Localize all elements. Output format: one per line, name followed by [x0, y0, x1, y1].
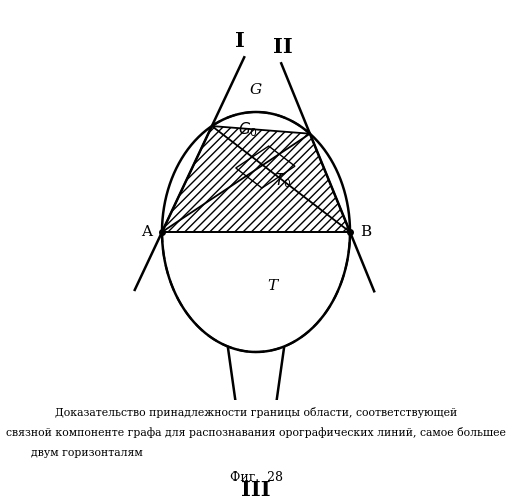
Text: G: G — [250, 83, 262, 97]
Text: A: A — [141, 225, 152, 239]
Text: T: T — [267, 279, 277, 293]
Text: B: B — [360, 225, 371, 239]
Polygon shape — [162, 126, 350, 232]
Text: связной компоненте графа для распознавания орографических линий, самое большее: связной компоненте графа для распознаван… — [6, 428, 506, 438]
Text: II: II — [273, 38, 293, 58]
Text: $G_0$: $G_0$ — [238, 120, 258, 139]
Text: Доказательство принадлежности границы области, соответствующей: Доказательство принадлежности границы об… — [55, 408, 457, 418]
Text: I: I — [236, 32, 245, 52]
Text: $T_0$: $T_0$ — [274, 172, 291, 190]
Text: двум горизонталям: двум горизонталям — [31, 448, 142, 458]
Text: Фиг.  28: Фиг. 28 — [229, 471, 283, 484]
Text: III: III — [241, 480, 271, 500]
